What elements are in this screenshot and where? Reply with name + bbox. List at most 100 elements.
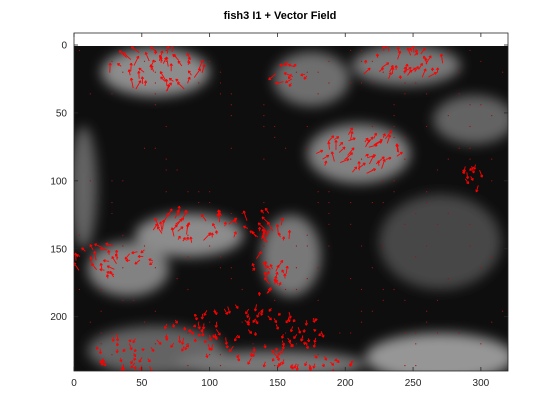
vector-arrow xyxy=(267,315,272,321)
vector-arrow xyxy=(124,253,131,260)
vector-arrowhead xyxy=(350,127,353,130)
grid-dot xyxy=(198,82,200,84)
image-top-strip xyxy=(74,33,508,46)
vector-arrowhead xyxy=(177,205,180,209)
grid-dot xyxy=(317,354,319,356)
vector-arrowhead xyxy=(422,47,426,50)
vector-arrow xyxy=(175,217,185,225)
grid-dot xyxy=(404,299,406,301)
grid-dot xyxy=(371,125,373,128)
vector-arrowhead xyxy=(202,64,205,67)
grid-dot xyxy=(328,212,330,215)
vector-arrowhead xyxy=(170,345,174,348)
vector-arrow xyxy=(159,71,167,81)
vector-arrowhead xyxy=(195,317,199,321)
x-tick-label: 100 xyxy=(201,378,218,389)
vector-grid-dots xyxy=(78,49,504,367)
vector-arrow xyxy=(171,227,175,237)
grid-dot xyxy=(350,223,352,225)
vector-arrowhead xyxy=(259,375,261,377)
vector-arrow xyxy=(423,55,427,63)
grid-dot xyxy=(469,245,471,247)
vector-arrowhead xyxy=(276,264,279,268)
chart-title: fish3 I1 + Vector Field xyxy=(223,10,337,22)
vector-arrowhead xyxy=(223,221,227,225)
vector-arrowhead xyxy=(253,349,256,352)
vector-arrowhead xyxy=(388,72,392,75)
vector-arrowhead xyxy=(267,288,271,291)
vector-arrow xyxy=(301,335,304,342)
grid-dot xyxy=(415,364,417,367)
vector-arrowhead xyxy=(313,366,316,369)
grid-dot xyxy=(360,310,363,312)
grid-dot xyxy=(284,147,287,149)
grid-dot xyxy=(187,256,189,258)
vector-arrow xyxy=(327,135,335,143)
grid-dot xyxy=(111,93,113,95)
vector-arrowhead xyxy=(473,170,475,174)
vector-arrowhead xyxy=(367,139,370,142)
grid-dot xyxy=(328,191,330,193)
y-tick-label: 0 xyxy=(61,41,67,52)
grayscale-image xyxy=(74,45,508,371)
vector-arrowhead xyxy=(181,349,185,352)
vector-arrow xyxy=(277,224,279,235)
vector-arrowhead xyxy=(281,336,285,339)
vector-arrow xyxy=(187,76,191,84)
vector-arrowhead xyxy=(396,46,399,50)
vector-arrowhead xyxy=(116,350,119,354)
vector-arrow xyxy=(412,44,415,53)
vector-arrowhead xyxy=(214,310,217,314)
vector-arrowhead xyxy=(340,141,343,144)
vector-arrowhead xyxy=(203,313,207,316)
grid-dot xyxy=(480,104,482,106)
grid-dot xyxy=(404,158,406,160)
grid-dot xyxy=(209,321,211,323)
grid-dot xyxy=(480,343,482,345)
vector-arrowhead xyxy=(290,366,294,369)
grid-dot xyxy=(143,60,146,62)
grid-dot xyxy=(382,201,384,204)
grid-dot xyxy=(426,125,428,128)
vector-arrow xyxy=(425,55,432,65)
grid-dot xyxy=(284,288,287,291)
vector-arrowhead xyxy=(134,349,137,353)
grid-dot xyxy=(426,191,428,193)
vector-arrow xyxy=(107,265,115,270)
vector-arrowhead xyxy=(131,252,135,255)
vector-arrow xyxy=(144,80,147,86)
grid-dot xyxy=(230,212,232,215)
vector-arrowhead xyxy=(281,236,285,239)
grid-dot xyxy=(306,234,308,236)
vector-arrowhead xyxy=(370,136,374,139)
vector-arrow xyxy=(186,222,190,229)
vector-arrowhead xyxy=(243,226,246,229)
vector-arrow xyxy=(130,77,134,89)
vector-arrowhead xyxy=(151,59,155,62)
grid-dot xyxy=(350,82,352,84)
vector-arrowhead xyxy=(349,364,353,367)
vector-arrowhead xyxy=(435,67,439,71)
vector-arrowhead xyxy=(103,260,106,263)
grid-dot xyxy=(263,245,265,247)
vector-arrowhead xyxy=(275,224,278,227)
grid-dot xyxy=(274,364,276,367)
vector-arrow xyxy=(348,137,356,142)
grid-dot xyxy=(415,212,417,215)
vector-arrow xyxy=(288,312,292,319)
vector-arrow xyxy=(388,72,392,79)
vector-arrowhead xyxy=(283,273,286,277)
grid-dot xyxy=(230,267,232,269)
grid-dot xyxy=(198,321,200,323)
vector-arrowhead xyxy=(202,333,205,337)
vector-arrow xyxy=(320,331,325,338)
grid-dot xyxy=(187,191,189,193)
y-tick-label: 100 xyxy=(50,176,67,187)
vector-arrowhead xyxy=(257,292,260,295)
grid-dot xyxy=(371,60,373,62)
vector-arrowhead xyxy=(204,341,207,344)
grid-dot xyxy=(360,60,363,62)
vector-arrow xyxy=(396,143,398,153)
grid-dot xyxy=(306,278,308,280)
vector-arrow xyxy=(131,46,140,53)
